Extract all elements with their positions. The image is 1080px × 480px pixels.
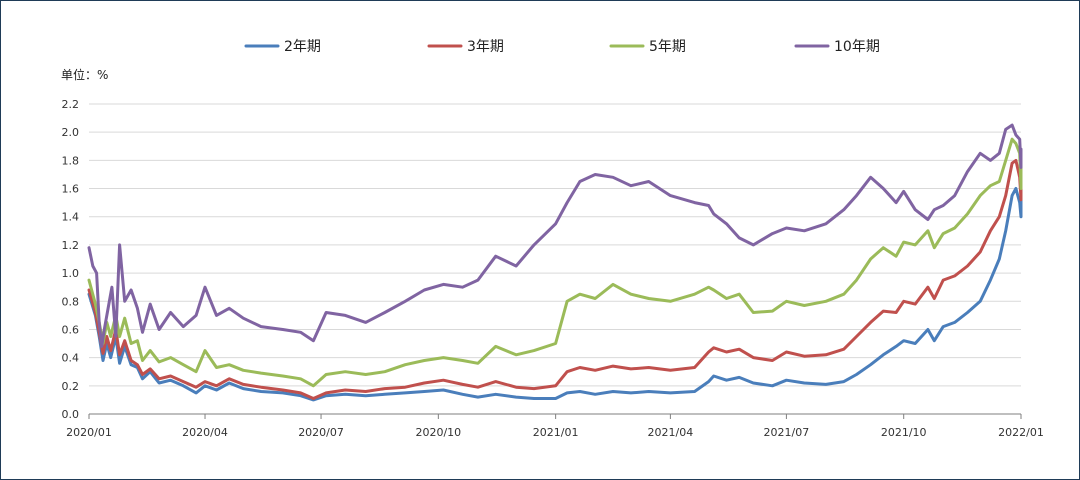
x-tick-label: 2020/01 (66, 426, 112, 439)
y-axis-ticks: 0.0 0.2 0.4 0.6 0.8 1.0 1.2 1.4 1.6 1.8 2.0 2.2 (62, 98, 80, 421)
y-tick-label: 0.6 (62, 323, 80, 336)
series-line-2 (87, 158, 1023, 400)
y-tick-label: 1.4 (62, 211, 80, 224)
x-tick-label: 2021/04 (648, 426, 694, 439)
series-lines (87, 123, 1023, 402)
x-tick-label: 2020/10 (415, 426, 461, 439)
y-tick-label: 1.6 (62, 183, 80, 196)
y-tick-label: 0.2 (62, 380, 80, 393)
y-tick-label: 2.2 (62, 98, 80, 111)
series-line-4 (87, 123, 1023, 348)
x-tick-label: 2021/01 (533, 426, 579, 439)
legend-label-1: 2年期 (284, 39, 321, 55)
series-line-3 (87, 137, 1023, 388)
x-tick-label: 2021/07 (764, 426, 810, 439)
legend: 2年期 3年期 5年期 10年期 (244, 39, 880, 55)
legend-label-3: 5年期 (649, 39, 686, 55)
legend-label-4: 10年期 (834, 39, 880, 55)
gridlines (89, 103, 1021, 387)
x-axis-ticks: 2020/01 2020/04 2020/07 2020/10 2021/01 2021/… (66, 414, 1044, 439)
y-tick-label: 0.0 (62, 408, 80, 421)
y-tick-label: 1.8 (62, 154, 80, 167)
x-tick-label: 2021/10 (881, 426, 927, 439)
y-tick-label: 2.0 (62, 126, 80, 139)
y-tick-label: 0.8 (62, 295, 80, 308)
y-tick-label: 1.2 (62, 239, 80, 252)
x-tick-label: 2020/07 (298, 426, 344, 439)
y-tick-label: 1.0 (62, 267, 80, 280)
x-tick-label: 2020/04 (182, 426, 228, 439)
series-line-1 (87, 187, 1023, 402)
legend-label-2: 3年期 (467, 39, 504, 55)
unit-label: 单位：% (61, 67, 108, 82)
x-tick-label: 2022/01 (998, 426, 1044, 439)
y-tick-label: 0.4 (62, 352, 80, 365)
